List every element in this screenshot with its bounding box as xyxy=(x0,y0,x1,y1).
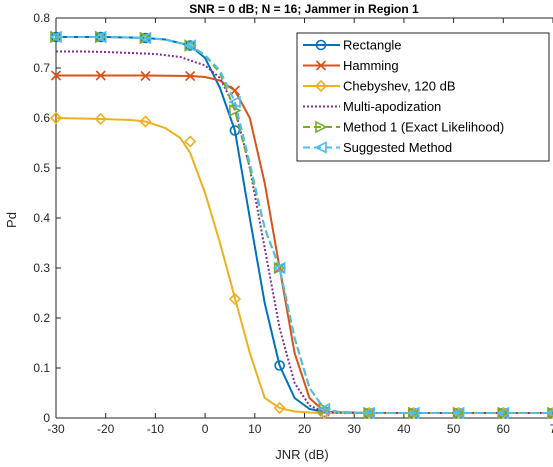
series-suggested-method xyxy=(49,30,553,420)
x-tick-label: 40 xyxy=(397,422,411,436)
legend-marker xyxy=(314,79,328,93)
data-point xyxy=(49,111,63,125)
data-point xyxy=(274,360,285,371)
data-point xyxy=(273,401,286,415)
data-point xyxy=(451,406,465,420)
x-tick-label: 10 xyxy=(248,422,262,436)
x-tick-label: -20 xyxy=(97,422,115,436)
data-point xyxy=(93,30,107,44)
data-point xyxy=(139,115,152,128)
series-line-suggested-method xyxy=(56,36,553,414)
data-point xyxy=(140,70,151,82)
data-point xyxy=(317,402,331,416)
data-point xyxy=(272,261,286,275)
x-tick-label: -30 xyxy=(47,422,65,436)
x-tick-label: 60 xyxy=(497,422,511,436)
data-point xyxy=(228,95,241,109)
plot-area: -30-20-100102030405060700.10.20.30.40.50… xyxy=(33,11,553,436)
y-tick-label: 0.4 xyxy=(33,211,50,225)
data-point xyxy=(138,31,152,45)
legend-label: Suggested Method xyxy=(343,140,452,155)
y-tick-label: 0.2 xyxy=(33,311,50,325)
x-tick-label: -10 xyxy=(147,422,165,436)
legend-label: Hamming xyxy=(343,58,399,73)
data-point xyxy=(362,406,375,420)
y-tick-label: 0.3 xyxy=(33,261,50,275)
legend-label: Rectangle xyxy=(343,38,402,53)
data-point xyxy=(407,406,420,420)
y-tick-label: 0.8 xyxy=(33,11,50,25)
y-tick-label: 0.6 xyxy=(33,111,50,125)
data-point xyxy=(185,70,196,82)
data-point xyxy=(49,30,62,44)
data-point xyxy=(496,406,510,420)
y-tick-label: 0.1 xyxy=(33,361,50,375)
data-point xyxy=(228,292,242,306)
x-tick-label: 20 xyxy=(298,422,312,436)
legend-label: Chebyshev, 120 dB xyxy=(343,79,456,94)
legend-marker xyxy=(314,141,327,154)
x-tick-label: 7 xyxy=(550,422,553,436)
x-tick-label: 30 xyxy=(348,422,362,436)
y-tick-label: 0 xyxy=(43,411,50,425)
legend-marker xyxy=(315,39,327,51)
legend-marker xyxy=(315,120,328,134)
legend: Rectangle Hamming Chebyshev, 120 dB Multi-a… xyxy=(296,32,550,162)
legend-marker xyxy=(315,60,327,71)
legend-label: Method 1 (Exact Likelihood) xyxy=(343,120,504,135)
legend-box xyxy=(296,32,550,162)
data-point xyxy=(183,39,196,52)
legend-label: Multi-apodization xyxy=(343,99,441,114)
data-point xyxy=(95,70,106,81)
x-tick-label: 0 xyxy=(202,422,209,436)
y-axis-label: Pd xyxy=(4,212,19,228)
x-tick-label: 50 xyxy=(447,422,461,436)
chart-title: SNR = 0 dB; N = 16; Jammer in Region 1 xyxy=(189,2,419,16)
data-point xyxy=(184,135,197,148)
y-tick-label: 0.5 xyxy=(33,161,50,175)
x-axis-label: JNR (dB) xyxy=(275,447,328,462)
data-point xyxy=(50,70,62,81)
data-point xyxy=(229,104,242,117)
y-tick-label: 0.7 xyxy=(33,61,50,75)
data-point xyxy=(94,112,107,126)
